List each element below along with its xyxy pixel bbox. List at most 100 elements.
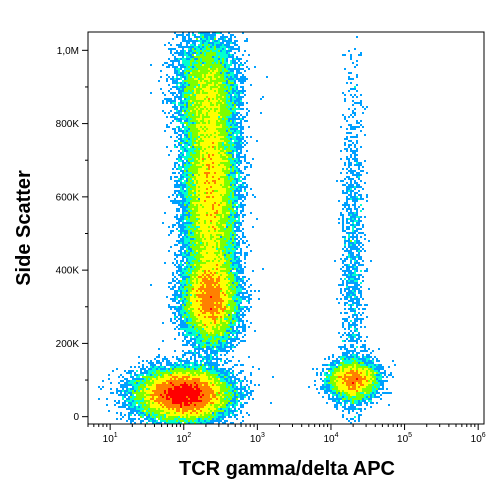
density-cell [244, 190, 246, 192]
density-cell [178, 156, 180, 158]
density-cell [350, 260, 352, 262]
density-cell [226, 198, 228, 200]
density-cell [210, 264, 212, 266]
density-cell [196, 236, 198, 238]
density-cell [224, 70, 226, 72]
density-cell [222, 232, 224, 234]
density-cell [200, 182, 202, 184]
density-cell [240, 68, 242, 70]
density-cell [188, 292, 190, 294]
density-cell [240, 78, 242, 80]
density-cell [224, 246, 226, 248]
density-cell [216, 210, 218, 212]
density-cell [230, 194, 232, 196]
density-cell [188, 122, 190, 124]
density-cell [200, 292, 202, 294]
density-cell [206, 100, 208, 102]
density-cell [346, 200, 348, 202]
density-cell [230, 210, 232, 212]
density-cell [204, 162, 206, 164]
density-cell [230, 42, 232, 44]
density-cell [238, 192, 240, 194]
density-cell [192, 148, 194, 150]
density-cell [226, 78, 228, 80]
density-cell [182, 94, 184, 96]
density-cell [226, 218, 228, 220]
density-cell [208, 120, 210, 122]
density-cell [170, 60, 172, 62]
density-cell [174, 72, 176, 74]
density-cell [228, 162, 230, 164]
density-cell [210, 48, 212, 50]
density-cell [230, 62, 232, 64]
density-cell [192, 186, 194, 188]
density-cell [206, 194, 208, 196]
density-cell [242, 90, 244, 92]
density-cell [190, 224, 192, 226]
density-cell [214, 202, 216, 204]
density-cell [186, 66, 188, 68]
density-cell [202, 126, 204, 128]
density-cell [238, 288, 240, 290]
density-cell [184, 218, 186, 220]
density-cell [344, 202, 346, 204]
density-cell [208, 90, 210, 92]
density-cell [192, 268, 194, 270]
density-cell [190, 176, 192, 178]
density-cell [240, 90, 242, 92]
density-cell [224, 156, 226, 158]
density-cell [204, 148, 206, 150]
density-cell [228, 244, 230, 246]
density-cell [234, 202, 236, 204]
density-cell [186, 214, 188, 216]
density-cell [204, 82, 206, 84]
density-cell [236, 122, 238, 124]
density-cell [226, 104, 228, 106]
density-cell [356, 238, 358, 240]
density-cell [204, 296, 206, 298]
density-cell [356, 234, 358, 236]
density-cell [244, 158, 246, 160]
density-cell [200, 124, 202, 126]
density-cell [236, 126, 238, 128]
density-cell [226, 76, 228, 78]
density-cell [360, 242, 362, 244]
density-cell [208, 54, 210, 56]
density-cell [226, 290, 228, 292]
density-cell [182, 184, 184, 186]
density-cell [230, 76, 232, 78]
density-cell [218, 110, 220, 112]
density-cell [218, 232, 220, 234]
density-cell [202, 48, 204, 50]
density-cell [220, 264, 222, 266]
density-cell [222, 182, 224, 184]
density-cell [202, 84, 204, 86]
density-cell [198, 140, 200, 142]
density-cell [208, 86, 210, 88]
density-cell [176, 120, 178, 122]
density-cell [200, 194, 202, 196]
density-cell [358, 206, 360, 208]
density-cell [340, 278, 342, 280]
density-cell [190, 132, 192, 134]
density-cell [200, 196, 202, 198]
density-cell [348, 212, 350, 214]
density-cell [236, 268, 238, 270]
density-cell [194, 296, 196, 298]
density-cell [208, 194, 210, 196]
density-cell [340, 214, 342, 216]
density-cell [226, 252, 228, 254]
density-cell [236, 186, 238, 188]
density-cell [242, 234, 244, 236]
density-cell [222, 282, 224, 284]
density-cell [216, 130, 218, 132]
density-cell [346, 176, 348, 178]
density-cell [346, 188, 348, 190]
density-cell [188, 112, 190, 114]
density-cell [356, 246, 358, 248]
density-cell [232, 80, 234, 82]
density-cell [224, 228, 226, 230]
density-cell [220, 286, 222, 288]
density-cell [206, 108, 208, 110]
density-cell [224, 52, 226, 54]
